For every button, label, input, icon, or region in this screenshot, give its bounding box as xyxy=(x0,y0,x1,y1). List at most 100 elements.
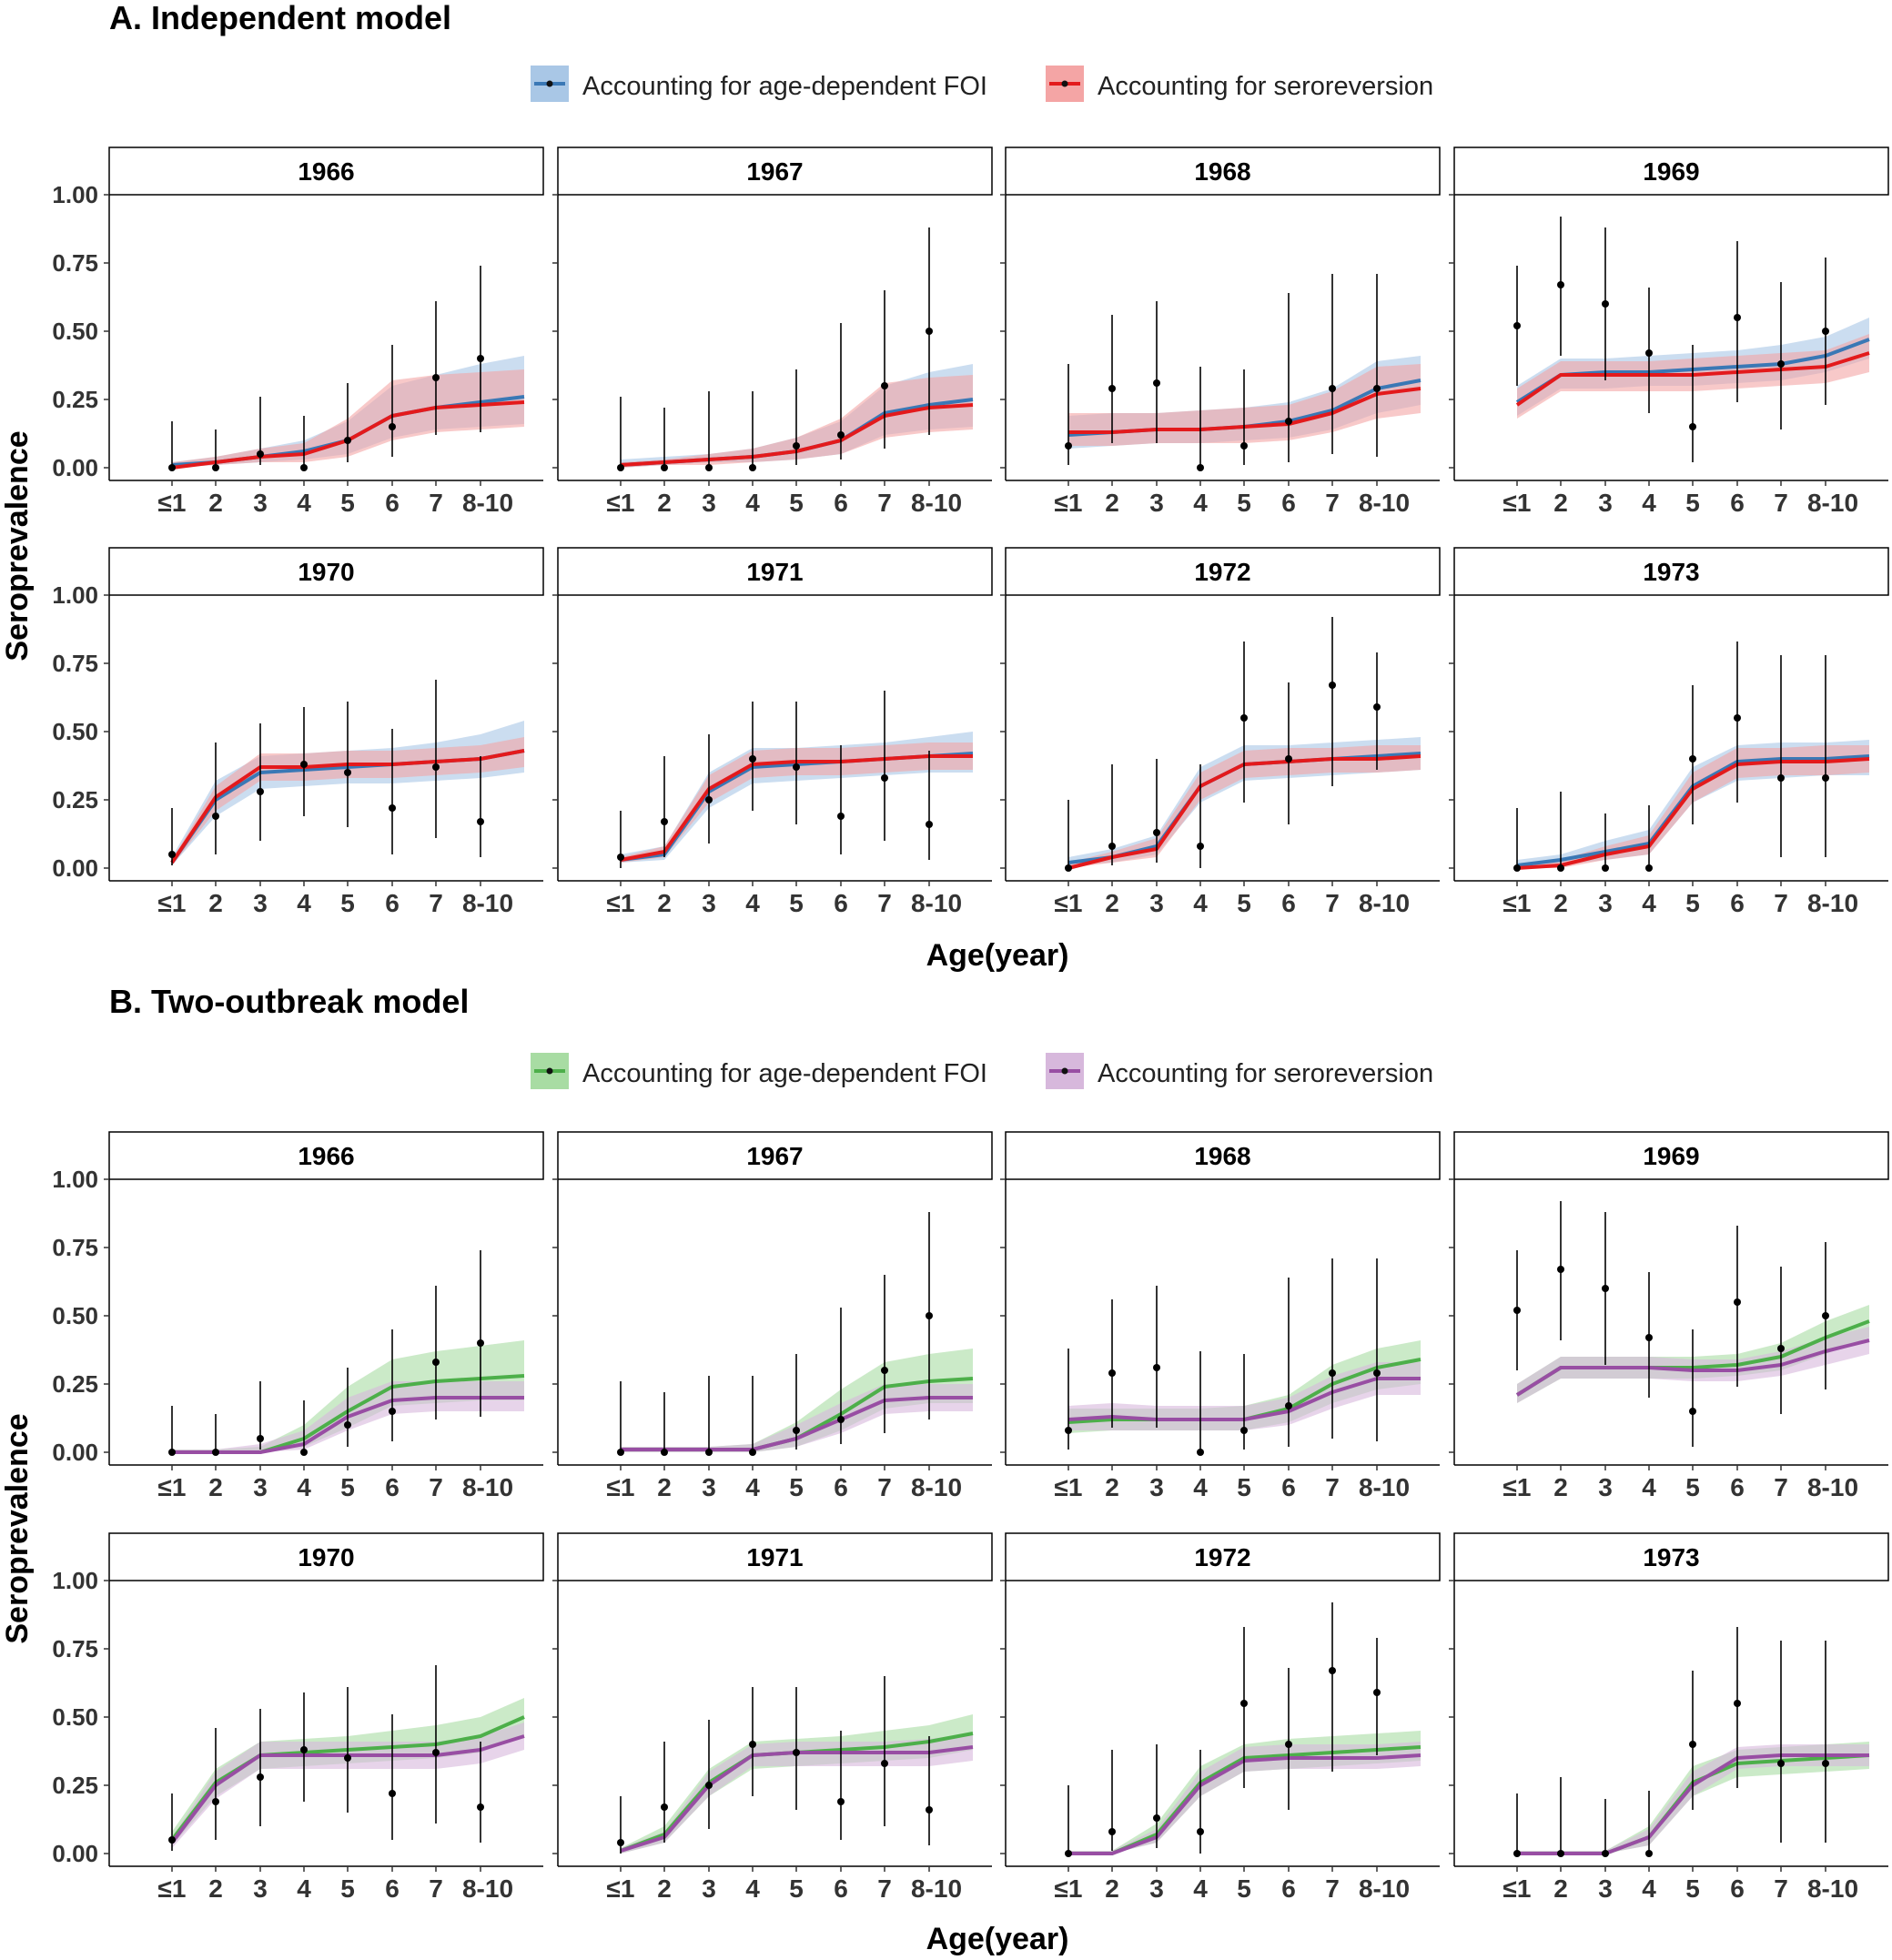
x-tick-label: 3 xyxy=(1149,889,1164,917)
observed-point xyxy=(1329,385,1336,392)
x-tick-label: ≤1 xyxy=(1055,1473,1083,1501)
observed-point xyxy=(257,1773,264,1781)
observed-point xyxy=(1285,418,1292,425)
x-tick-label: 6 xyxy=(385,1473,400,1501)
x-tick-label: 6 xyxy=(1281,1874,1296,1903)
x-tick-label: 4 xyxy=(1642,1473,1656,1501)
observed-point xyxy=(389,804,396,812)
facet-b-1968: 1968 ≤1 2 3 4 5 6 7 8-10 xyxy=(1000,1131,1441,1501)
observed-point xyxy=(344,769,351,776)
observed-point xyxy=(1240,442,1248,450)
facet-strip-label: 1970 xyxy=(298,1543,354,1571)
facet-strip-label: 1968 xyxy=(1194,157,1250,186)
x-tick-label: 4 xyxy=(1642,489,1656,517)
observed-point xyxy=(1197,1449,1204,1456)
x-tick-label: 7 xyxy=(877,1874,892,1903)
x-tick-label: ≤1 xyxy=(158,889,187,917)
x-tick-label: 2 xyxy=(1105,889,1119,917)
y-tick-label: 0.25 xyxy=(52,1370,98,1398)
x-tick-label: 7 xyxy=(1325,489,1340,517)
facet-strip xyxy=(557,1131,993,1180)
x-tick-label: 2 xyxy=(1553,1874,1568,1903)
observed-point xyxy=(1734,1298,1741,1306)
observed-point xyxy=(1285,1741,1292,1748)
x-tick-label: 5 xyxy=(340,889,355,917)
x-tick-label: 8-10 xyxy=(1807,489,1858,517)
observed-point xyxy=(300,464,308,471)
legend-b-label-1: Accounting for age-dependent FOI xyxy=(582,1059,987,1088)
observed-point xyxy=(1153,379,1160,387)
observed-point xyxy=(1689,755,1696,763)
x-tick-label: 6 xyxy=(385,489,400,517)
y-tick-label: 0.25 xyxy=(52,1772,98,1799)
observed-point xyxy=(300,761,308,768)
observed-point xyxy=(1689,1408,1696,1415)
observed-point xyxy=(1822,1760,1829,1767)
observed-point xyxy=(617,1449,624,1456)
x-tick-label: 2 xyxy=(1105,489,1119,517)
facet-strip-label: 1971 xyxy=(746,558,803,586)
x-tick-label: 2 xyxy=(1105,1874,1119,1903)
observed-point xyxy=(257,1435,264,1442)
x-tick-label: 4 xyxy=(1642,889,1656,917)
observed-point xyxy=(926,1312,933,1319)
observed-point xyxy=(661,818,668,825)
x-tick-label: 4 xyxy=(297,1473,311,1501)
x-tick-label: 6 xyxy=(1281,1473,1296,1501)
observed-point xyxy=(661,464,668,471)
observed-point xyxy=(705,796,713,803)
facet-strip xyxy=(557,547,993,596)
x-tick-label: 3 xyxy=(702,889,716,917)
facet-strip-label: 1971 xyxy=(746,1543,803,1571)
x-tick-label: 3 xyxy=(702,489,716,517)
x-tick-label: 3 xyxy=(1149,489,1164,517)
y-tick-label: 0.50 xyxy=(52,1302,98,1329)
y-tick-label: 0.00 xyxy=(52,1439,98,1466)
observed-point xyxy=(1645,864,1653,872)
x-tick-label: 2 xyxy=(208,1473,223,1501)
x-tick-label: ≤1 xyxy=(1055,1874,1083,1903)
x-tick-label: 6 xyxy=(834,1874,848,1903)
section-a-title: A. Independent model xyxy=(109,0,451,36)
observed-point xyxy=(837,1416,845,1423)
facet-strip-label: 1969 xyxy=(1643,157,1699,186)
observed-point xyxy=(477,1339,484,1347)
facet-a-1968: 1968 ≤1 2 3 4 5 6 7 8-10 xyxy=(1000,146,1441,517)
x-tick-label: 5 xyxy=(789,889,804,917)
x-tick-label: 2 xyxy=(657,1874,672,1903)
facet-strip-label: 1969 xyxy=(1643,1142,1699,1170)
facet-strip xyxy=(1453,1532,1889,1581)
x-tick-label: 5 xyxy=(789,1473,804,1501)
facet-a-1966: 1966 0.00 0.25 0.50 0.75 1.00 ≤1 2 3 4 5 6 7 8-10 xyxy=(52,146,544,517)
x-tick-label: 5 xyxy=(1237,1874,1251,1903)
x-tick-label: 8-10 xyxy=(1807,1874,1858,1903)
x-tick-label: ≤1 xyxy=(1503,889,1532,917)
x-tick-label: 6 xyxy=(1730,1473,1745,1501)
x-tick-label: ≤1 xyxy=(1503,1473,1532,1501)
x-tick-label: 5 xyxy=(340,489,355,517)
x-tick-label: ≤1 xyxy=(158,1473,187,1501)
observed-point xyxy=(1285,1402,1292,1409)
facet-strip xyxy=(1453,547,1889,596)
observed-point xyxy=(1373,703,1381,711)
y-tick-label: 1.00 xyxy=(52,581,98,609)
x-tick-label: 4 xyxy=(297,489,311,517)
facet-strip-label: 1972 xyxy=(1194,558,1250,586)
x-tick-label: 6 xyxy=(1281,889,1296,917)
x-tick-label: 7 xyxy=(429,1473,443,1501)
observed-point xyxy=(881,1367,888,1374)
observed-point xyxy=(617,464,624,471)
observed-point xyxy=(1602,1285,1609,1292)
observed-point xyxy=(1373,1689,1381,1696)
x-tick-label: 3 xyxy=(1149,1473,1164,1501)
observed-point xyxy=(1240,714,1248,722)
observed-point xyxy=(1734,314,1741,321)
x-tick-label: 3 xyxy=(1598,889,1613,917)
x-tick-label: 8-10 xyxy=(1359,489,1410,517)
observed-point xyxy=(793,1749,800,1756)
x-tick-label: 3 xyxy=(253,889,268,917)
legend-b-dot-1 xyxy=(546,1067,553,1075)
facet-strip xyxy=(1005,1532,1441,1581)
